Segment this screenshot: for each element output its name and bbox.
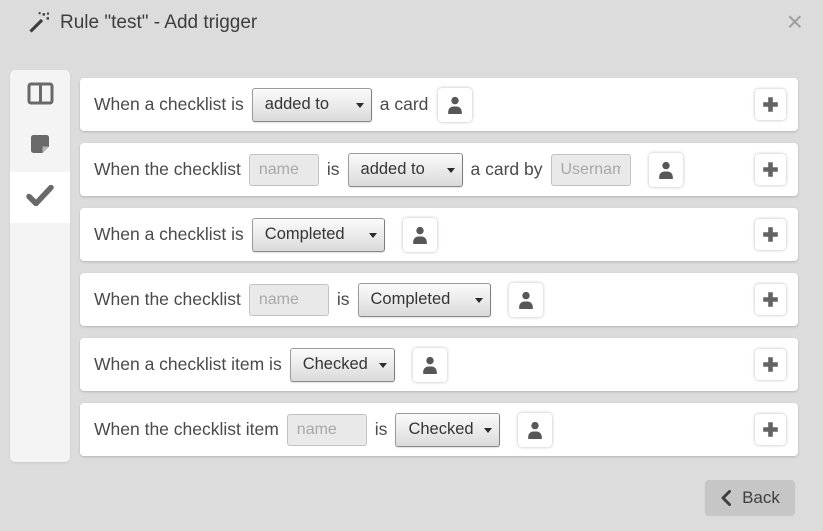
add-trigger-button[interactable]: [755, 349, 786, 380]
person-icon: [412, 226, 427, 244]
row-label: When the checklist: [94, 289, 241, 309]
trigger-row-named-checklist-added: When the checklist is added to a card by: [80, 143, 798, 196]
add-trigger-button[interactable]: [755, 284, 786, 315]
trigger-row-list: When a checklist is added to a card When…: [80, 78, 798, 468]
trigger-type-sidebar: [10, 70, 70, 462]
plus-icon: [763, 357, 778, 372]
checklist-state-select[interactable]: Completed: [357, 282, 491, 317]
chevron-left-icon: [721, 489, 732, 506]
back-button[interactable]: Back: [705, 480, 795, 515]
item-state-select[interactable]: Checked: [395, 412, 501, 447]
dialog-header: Rule "test" - Add trigger ×: [0, 0, 823, 46]
checklist-name-input[interactable]: [248, 283, 329, 316]
card-icon: [28, 132, 52, 161]
checkmark-icon: [26, 184, 54, 211]
sidebar-tab-checklist-triggers[interactable]: [10, 172, 70, 223]
person-icon: [528, 421, 543, 439]
user-filter-button[interactable]: [508, 282, 543, 317]
trigger-row-checklist-completed: When a checklist is Completed: [80, 208, 798, 261]
row-label-mid: is: [326, 159, 340, 179]
dialog-title: Rule "test" - Add trigger: [60, 12, 258, 33]
row-label: When a checklist item is: [94, 354, 282, 374]
close-icon[interactable]: ×: [786, 6, 803, 37]
add-trigger-button[interactable]: [755, 154, 786, 185]
add-trigger-button[interactable]: [755, 89, 786, 120]
plus-icon: [763, 227, 778, 242]
back-button-label: Back: [742, 487, 780, 507]
person-icon: [518, 291, 533, 309]
add-trigger-button[interactable]: [755, 414, 786, 445]
checklist-name-input[interactable]: [248, 153, 319, 186]
user-filter-button[interactable]: [412, 347, 447, 382]
user-filter-button[interactable]: [648, 152, 683, 187]
plus-icon: [763, 162, 778, 177]
plus-icon: [763, 292, 778, 307]
sidebar-tab-card-triggers[interactable]: [10, 121, 70, 172]
trigger-row-item-checked: When a checklist item is Checked: [80, 338, 798, 391]
username-input[interactable]: [550, 153, 631, 186]
user-filter-button[interactable]: [518, 412, 553, 447]
checklist-state-select[interactable]: Completed: [251, 217, 385, 252]
board-columns-icon: [27, 82, 54, 110]
row-label: When the checklist item: [94, 419, 279, 439]
row-label-suffix: a card by: [470, 159, 543, 179]
sidebar-tab-board-triggers[interactable]: [10, 70, 70, 121]
trigger-row-checklist-added: When a checklist is added to a card: [80, 78, 798, 131]
person-icon: [448, 96, 463, 114]
row-label: When the checklist: [94, 159, 241, 179]
item-state-select[interactable]: Checked: [289, 347, 395, 382]
checklist-action-select[interactable]: added to: [347, 152, 463, 187]
user-filter-button[interactable]: [438, 87, 473, 122]
user-filter-button[interactable]: [402, 217, 437, 252]
plus-icon: [763, 97, 778, 112]
add-trigger-button[interactable]: [755, 219, 786, 250]
plus-icon: [763, 422, 778, 437]
item-name-input[interactable]: [286, 413, 367, 446]
trigger-row-named-item-checked: When the checklist item is Checked: [80, 403, 798, 456]
person-icon: [422, 356, 437, 374]
row-label-suffix: a card: [379, 94, 429, 114]
row-label: When a checklist is: [94, 224, 244, 244]
row-label-mid: is: [336, 289, 350, 309]
person-icon: [658, 161, 673, 179]
row-label: When a checklist is: [94, 94, 244, 114]
magic-wand-icon: [28, 12, 50, 34]
row-label-mid: is: [374, 419, 388, 439]
checklist-action-select[interactable]: added to: [251, 87, 372, 122]
trigger-row-named-checklist-completed: When the checklist is Completed: [80, 273, 798, 326]
